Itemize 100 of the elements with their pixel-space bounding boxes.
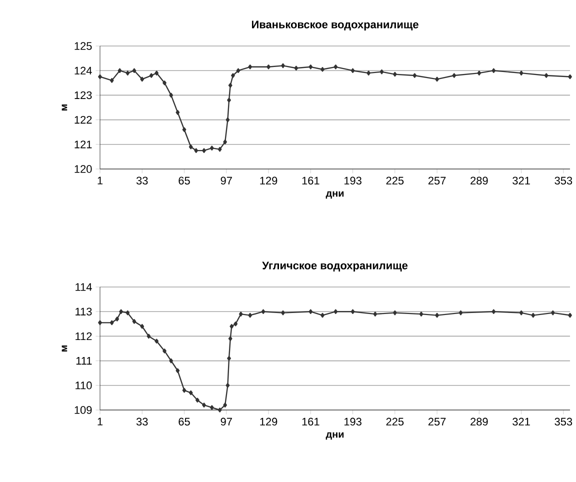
point	[202, 148, 206, 153]
point	[334, 64, 338, 70]
point	[146, 334, 151, 339]
y-tick-label: 121	[74, 140, 92, 148]
x-tick-label: 353	[554, 176, 572, 185]
point	[169, 358, 174, 364]
x-tick-label: 65	[178, 176, 190, 185]
point	[568, 312, 572, 318]
x-tick-label: 321	[512, 418, 530, 426]
point	[261, 309, 266, 314]
point	[227, 98, 231, 103]
point	[228, 336, 232, 342]
x-axis-title: дни	[326, 191, 344, 199]
point	[218, 146, 222, 152]
point	[350, 309, 355, 314]
x-tick-label: 289	[470, 176, 488, 185]
point	[210, 405, 214, 410]
point	[140, 324, 144, 329]
point	[294, 66, 298, 71]
y-tick-label: 109	[74, 406, 92, 414]
point	[223, 402, 228, 408]
x-tick-label: 161	[302, 176, 320, 185]
y-tick-label: 122	[74, 116, 92, 124]
point	[458, 310, 463, 316]
point	[392, 310, 397, 316]
point	[550, 310, 555, 316]
y-tick-label: 114	[76, 283, 92, 291]
point	[412, 73, 417, 78]
point	[202, 402, 206, 408]
point	[477, 70, 482, 76]
x-tick-label: 33	[136, 418, 148, 426]
point	[149, 73, 154, 78]
point	[154, 338, 159, 344]
x-tick-label: 193	[344, 176, 362, 185]
point	[308, 64, 313, 70]
point	[236, 68, 240, 73]
x-tick-label: 225	[386, 418, 404, 426]
x-tick-label: 257	[428, 176, 446, 185]
point	[435, 312, 439, 318]
point	[366, 70, 371, 76]
point	[132, 68, 136, 73]
y-tick-label: 110	[76, 382, 92, 390]
x-tick-label: 1	[98, 176, 103, 184]
y-axis-title: м	[62, 346, 68, 352]
x-tick-label: 289	[470, 418, 488, 426]
point	[110, 320, 114, 326]
point	[210, 146, 214, 150]
x-tick-label: 97	[220, 418, 232, 426]
point	[519, 310, 524, 316]
point	[176, 368, 180, 374]
y-tick-label: 123	[74, 91, 92, 100]
point	[228, 82, 232, 88]
y-tick-label: 112	[76, 332, 92, 340]
y-tick-label: 124	[74, 66, 92, 74]
point	[281, 310, 285, 316]
x-tick-label: 97	[220, 176, 232, 185]
point	[231, 73, 235, 78]
point	[118, 68, 122, 73]
x-tick-label: 193	[344, 418, 362, 426]
x-tick-label: 225	[386, 176, 404, 185]
y-tick-label: 120	[74, 165, 92, 173]
point	[182, 388, 186, 393]
point	[419, 312, 424, 316]
x-tick-label: 321	[512, 176, 530, 185]
point	[435, 76, 439, 82]
x-tick-label: 129	[260, 176, 278, 185]
point	[238, 312, 243, 316]
point	[162, 80, 166, 86]
y-tick-label: 113	[76, 308, 92, 316]
point	[334, 309, 338, 314]
y-axis-title: м	[62, 104, 68, 110]
point	[154, 70, 159, 76]
point	[519, 70, 524, 76]
point	[492, 309, 496, 314]
point	[392, 72, 397, 77]
point	[115, 316, 120, 322]
point	[162, 348, 166, 354]
point	[350, 68, 355, 73]
point	[226, 117, 230, 122]
point	[119, 309, 124, 314]
point	[373, 312, 378, 316]
point	[126, 70, 130, 76]
point	[492, 68, 496, 73]
point	[176, 110, 180, 115]
point	[226, 383, 230, 388]
chart-title: Иваньковское водохранилище	[252, 20, 418, 31]
x-tick-label: 33	[136, 176, 148, 185]
point	[188, 144, 193, 150]
point	[568, 74, 572, 80]
x-tick-label: 257	[428, 418, 446, 426]
x-tick-label: 161	[302, 418, 320, 426]
point	[194, 148, 198, 153]
point	[266, 64, 270, 70]
point	[248, 64, 252, 70]
point	[188, 390, 193, 396]
point	[281, 63, 285, 68]
point	[182, 127, 186, 132]
point	[98, 74, 102, 80]
point	[110, 78, 114, 83]
x-tick-label: 353	[554, 418, 572, 426]
